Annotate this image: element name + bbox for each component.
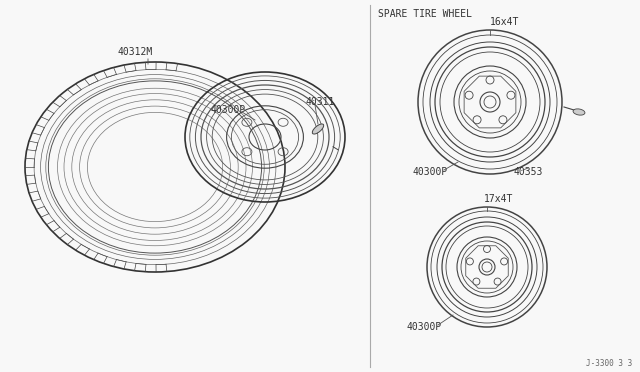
Text: 17x4T: 17x4T	[484, 194, 514, 204]
Text: 16x4T: 16x4T	[490, 17, 520, 27]
Text: 40312M: 40312M	[117, 47, 152, 57]
Text: SPARE TIRE WHEEL: SPARE TIRE WHEEL	[378, 9, 472, 19]
Text: 40311: 40311	[305, 97, 335, 107]
Ellipse shape	[573, 109, 585, 115]
Text: 40300P: 40300P	[412, 167, 447, 177]
Text: 40353: 40353	[513, 167, 543, 177]
Text: J-3300 3 3: J-3300 3 3	[586, 359, 632, 369]
Text: 40300P: 40300P	[211, 105, 246, 115]
Text: 40300P: 40300P	[406, 322, 442, 332]
Ellipse shape	[312, 124, 324, 134]
